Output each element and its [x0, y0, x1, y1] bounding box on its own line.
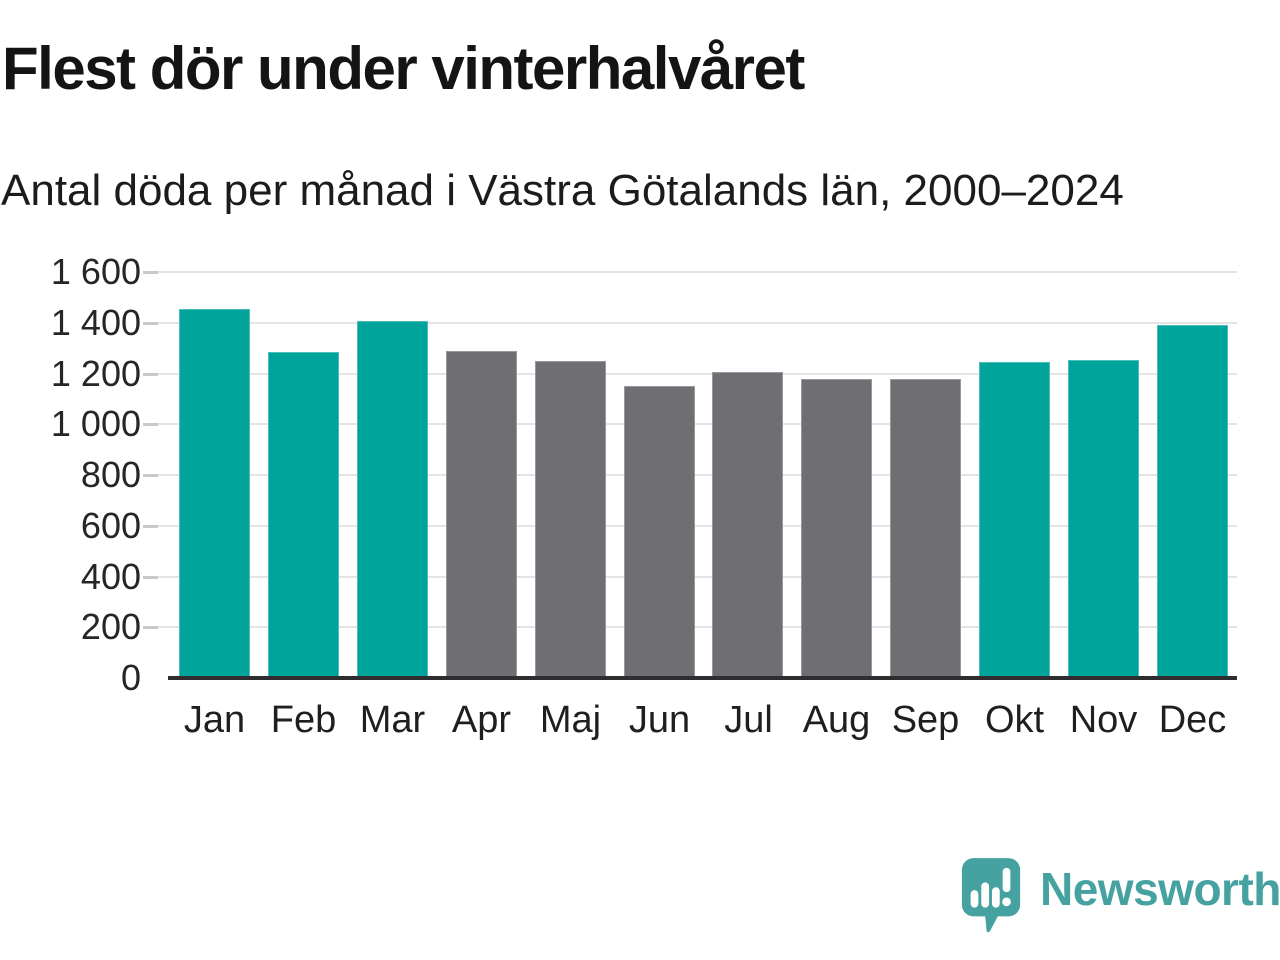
y-axis-tick [143, 271, 158, 274]
x-tick-label: Dec [1158, 699, 1227, 741]
x-tick-label: Aug [802, 699, 871, 741]
y-tick-label: 1 400 [50, 302, 141, 343]
x-tick-label: Jul [724, 699, 773, 741]
y-tick-label: 0 [120, 657, 141, 698]
chart-subtitle: Antal döda per månad i Västra Götalands … [1, 166, 1124, 215]
bar-maj [535, 361, 606, 678]
y-axis-tick [143, 474, 158, 477]
x-tick-label: Jun [628, 699, 691, 741]
chart-title: Flest dör under vinterhalvåret [2, 35, 805, 102]
x-tick-label: Okt [984, 699, 1045, 741]
x-tick-label: Feb [270, 699, 337, 741]
y-tick-label: 1 200 [50, 353, 141, 394]
bar-okt [979, 362, 1050, 678]
x-tick-label: Maj [539, 699, 602, 741]
gridline-1400 [143, 322, 1237, 324]
gridline-1200 [143, 373, 1237, 375]
y-axis-tick [143, 322, 158, 325]
newsworthy-logo-icon [961, 858, 1021, 933]
y-axis-tick [143, 423, 158, 426]
gridline-1600 [143, 271, 1237, 273]
x-tick-label: Apr [451, 699, 512, 741]
y-axis-tick [143, 525, 158, 528]
x-axis-line [168, 676, 1237, 680]
bar-jan [179, 309, 250, 678]
y-tick-label: 200 [80, 606, 141, 647]
bar-dec [1157, 325, 1228, 678]
y-axis-tick [143, 576, 158, 579]
newsworthy-logo-text: Newsworthy [1040, 863, 1280, 915]
y-tick-label: 400 [80, 556, 141, 597]
y-axis-tick [143, 373, 158, 376]
bar-apr [446, 351, 517, 678]
x-tick-label: Sep [891, 699, 960, 741]
x-tick-label: Jan [183, 699, 246, 741]
x-tick-label: Nov [1069, 699, 1138, 741]
bar-aug [801, 379, 872, 678]
bar-sep [890, 379, 961, 678]
newsworthy-logo: Newsworthy [958, 856, 1280, 936]
bar-jul [712, 372, 783, 678]
bar-nov [1068, 360, 1139, 678]
x-tick-label: Mar [359, 699, 426, 741]
y-axis-tick [143, 626, 158, 629]
y-tick-label: 600 [80, 505, 141, 546]
bar-mar [357, 321, 428, 678]
y-tick-label: 1 000 [50, 403, 141, 444]
y-tick-label: 1 600 [50, 251, 141, 292]
bar-jun [624, 386, 695, 678]
bar-feb [268, 352, 339, 678]
y-tick-label: 800 [80, 454, 141, 495]
